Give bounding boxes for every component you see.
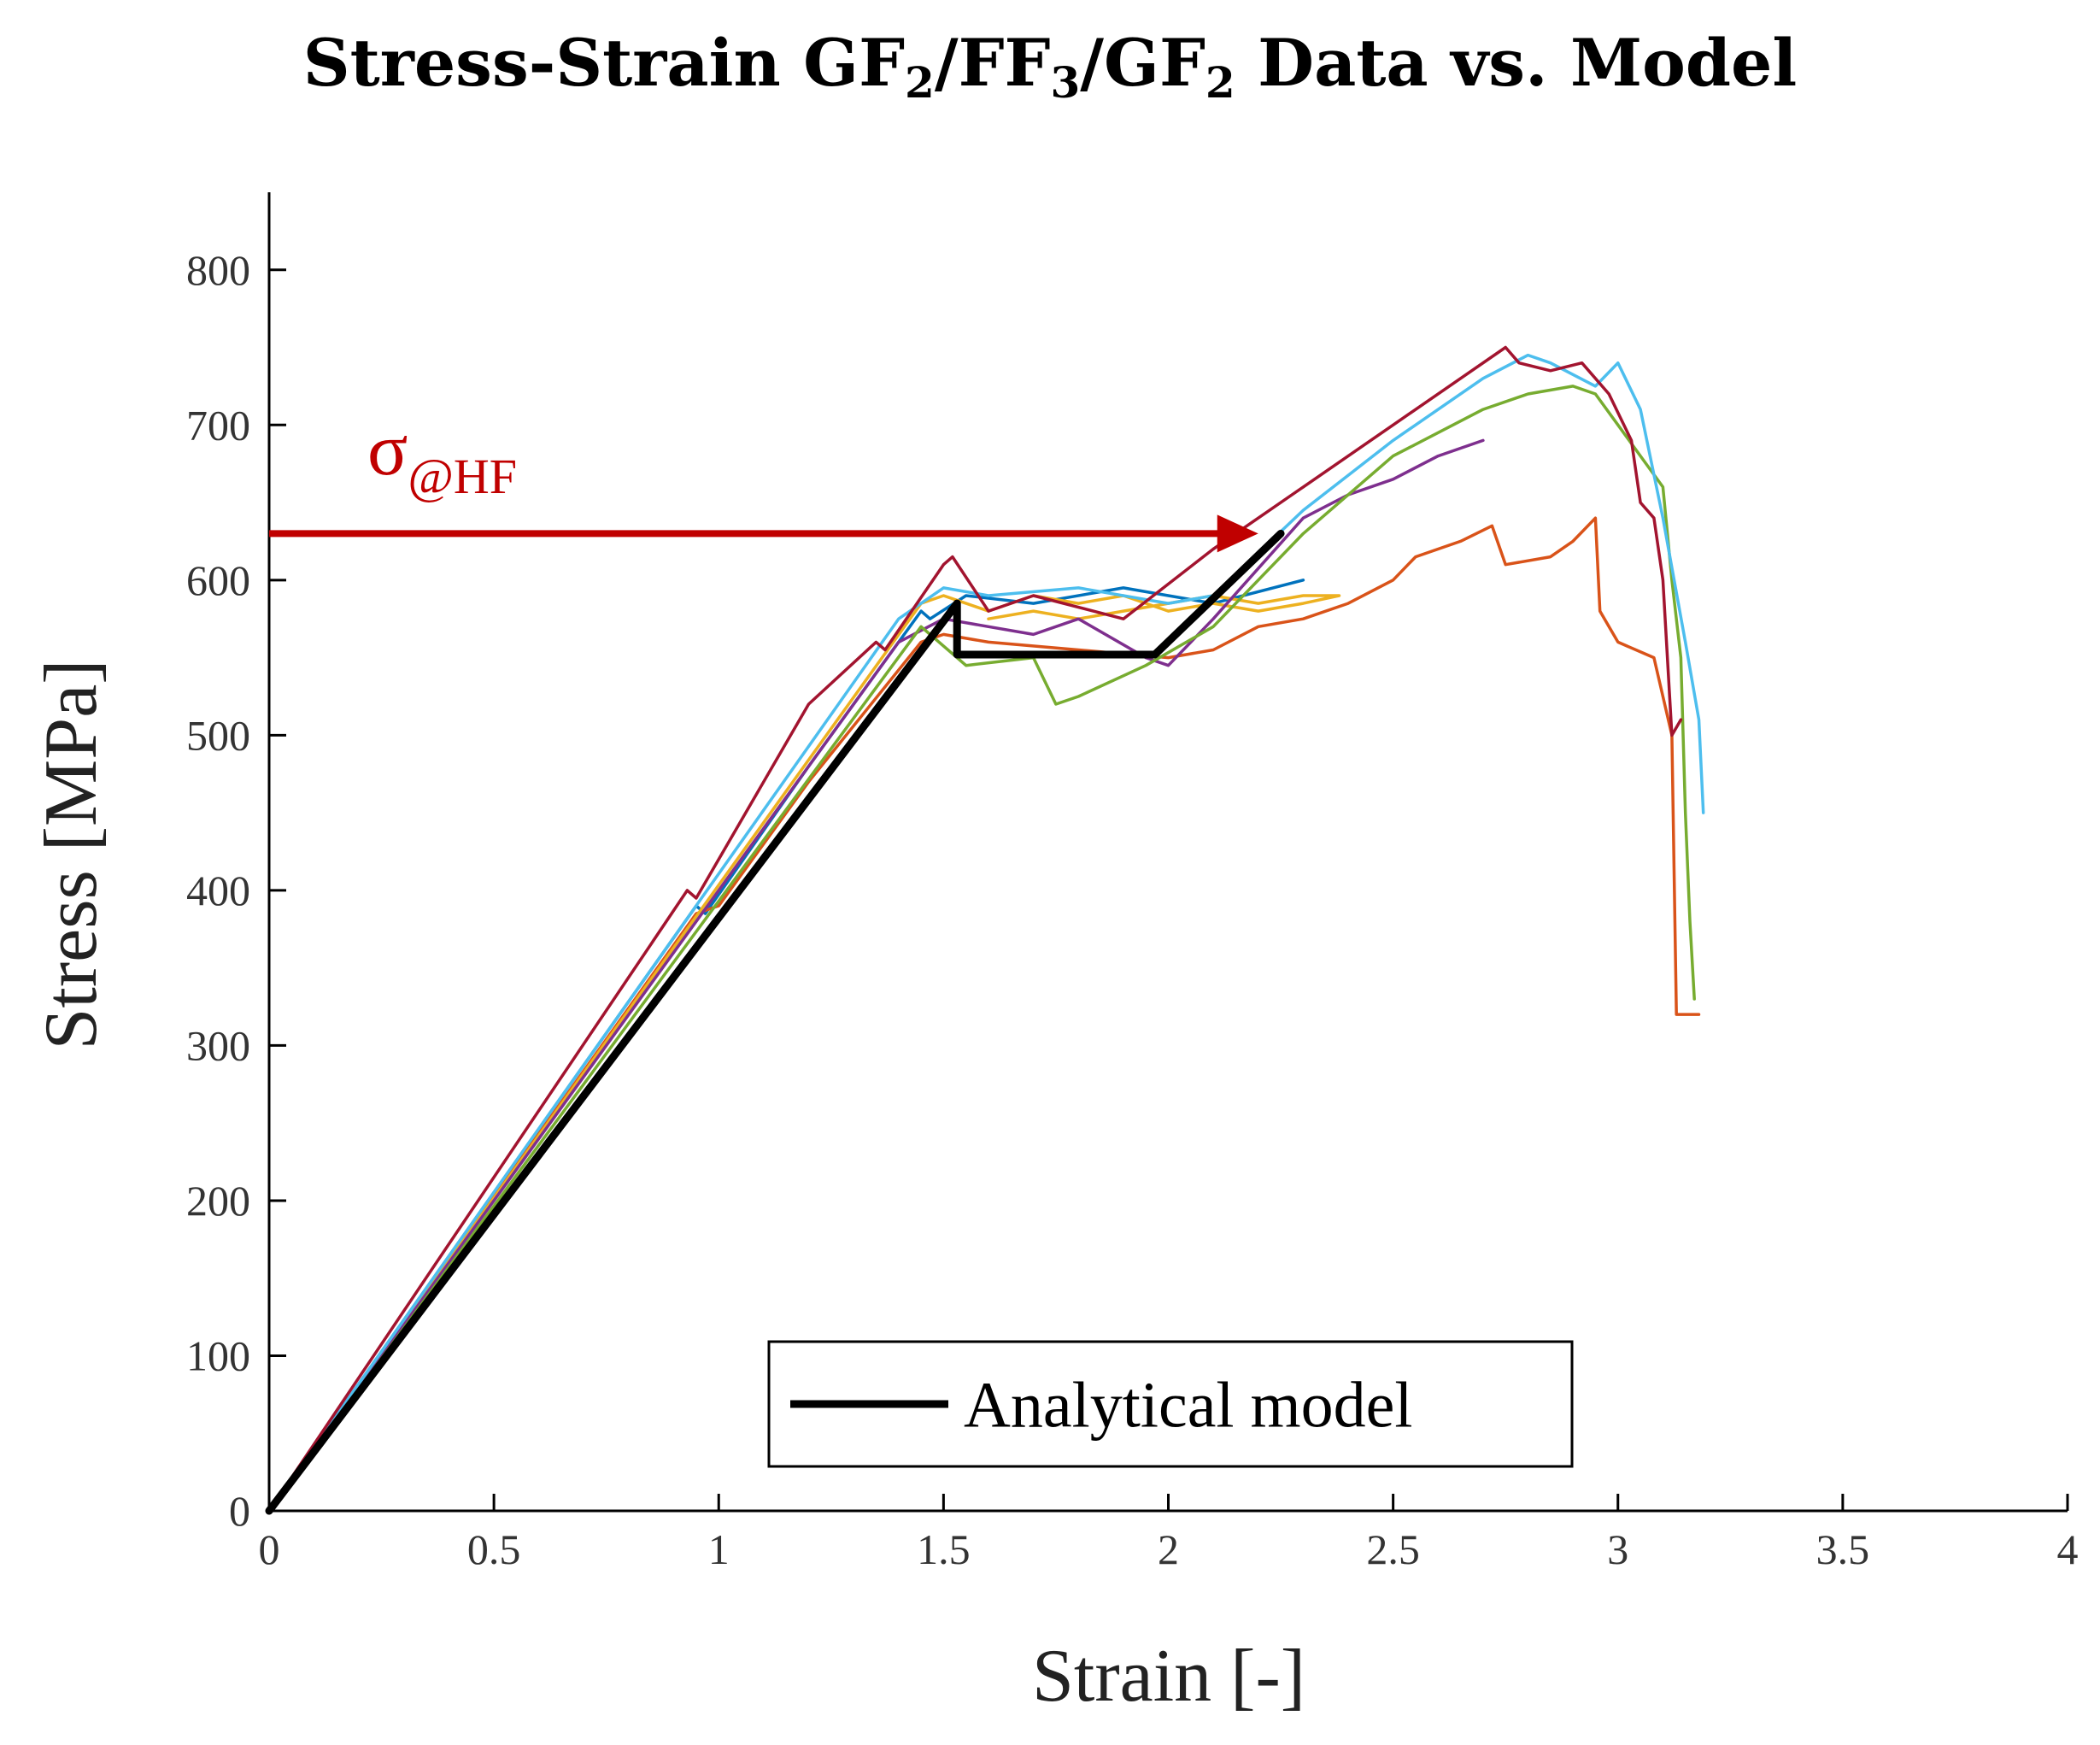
chart-title-part: 3 xyxy=(1051,57,1081,108)
x-tick-label: 4 xyxy=(2057,1525,2079,1573)
x-tick-label: 3 xyxy=(1607,1525,1628,1573)
annotation-symbol: σ xyxy=(367,408,408,491)
series-line-analytical-model xyxy=(265,529,1285,1515)
chart-title-part: Stress-Strain GF xyxy=(303,25,905,101)
x-tick-label: 3.5 xyxy=(1816,1525,1870,1573)
x-tick-label: 1 xyxy=(708,1525,730,1573)
x-ticks: 0 0.5 1 1.5 2 2.5 3 3.5 4 xyxy=(259,1494,2079,1573)
y-tick-label: 600 xyxy=(186,556,250,604)
y-tick-label: 0 xyxy=(229,1487,250,1535)
legend-label-analytical-model: Analytical model xyxy=(964,1369,1413,1441)
x-tick-label: 0 xyxy=(259,1525,280,1573)
annotation-label: σ@HF xyxy=(367,408,517,504)
chart-title-part: Data vs. Model xyxy=(1235,25,1797,101)
y-tick-label: 200 xyxy=(186,1177,250,1225)
annotation-subscript: @HF xyxy=(408,449,517,504)
y-tick-label: 300 xyxy=(186,1021,250,1069)
series-line-specimen-6 xyxy=(267,353,1705,1513)
x-tick-label: 2 xyxy=(1158,1525,1179,1573)
y-axis-label: Stress [MPa] xyxy=(30,659,113,1049)
x-axis-label: Strain [-] xyxy=(1032,1635,1305,1718)
chart-title-part: /FF xyxy=(935,25,1051,101)
y-tick-label: 100 xyxy=(186,1331,250,1379)
chart-title-part: 2 xyxy=(905,57,935,108)
series-line-specimen-4 xyxy=(267,438,1485,1513)
y-tick-label: 400 xyxy=(186,867,250,914)
chart-title-part: 2 xyxy=(1205,57,1235,108)
y-tick-label: 700 xyxy=(186,401,250,449)
x-tick-label: 1.5 xyxy=(917,1525,971,1573)
chart-title: Stress-Strain GF2/FF3/GF2 Data vs. Model xyxy=(303,25,1797,108)
x-tick-label: 0.5 xyxy=(467,1525,521,1573)
axes: 0 0.5 1 1.5 2 2.5 3 3.5 4 0 100 200 300 400 500 600 700… xyxy=(186,192,2079,1573)
series-line-specimen-5 xyxy=(267,385,1696,1513)
x-tick-label: 2.5 xyxy=(1366,1525,1420,1573)
annotation-arrow-head xyxy=(1217,514,1258,553)
series-layer xyxy=(265,345,1705,1515)
chart-title-part: /GF xyxy=(1080,25,1205,101)
y-tick-label: 800 xyxy=(186,246,250,294)
y-ticks: 0 100 200 300 400 500 600 700 800 xyxy=(186,246,286,1535)
y-tick-label: 500 xyxy=(186,711,250,759)
legend: Analytical model xyxy=(767,1340,1574,1468)
series-line-specimen-7 xyxy=(267,345,1683,1513)
annotation-layer: σ@HF xyxy=(269,408,1258,553)
